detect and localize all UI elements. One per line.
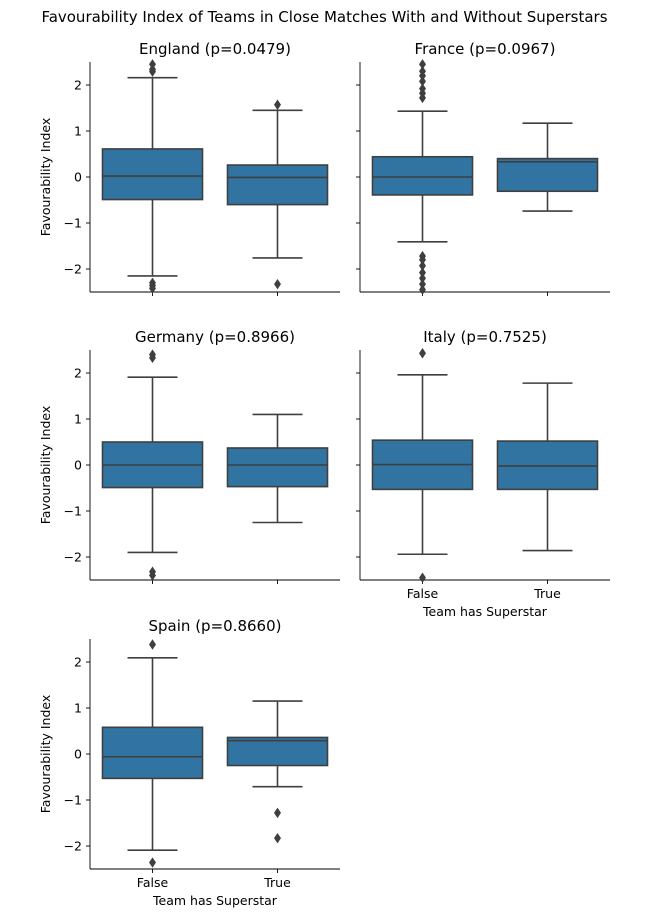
outlier-point <box>419 284 426 295</box>
panel-title: England (p=0.0479) <box>139 40 291 58</box>
box-false <box>101 349 204 581</box>
box-false <box>101 59 204 294</box>
box-true <box>226 413 329 524</box>
y-tick-label: 0 <box>74 747 82 762</box>
box-true <box>226 99 329 290</box>
y-tick-label: 2 <box>74 78 82 93</box>
box-true <box>226 700 329 844</box>
x-tick-label: True <box>263 875 291 890</box>
panel-france: France (p=0.0967) <box>356 40 610 296</box>
y-tick-label: 2 <box>74 366 82 381</box>
y-tick-label: 1 <box>74 124 82 139</box>
outlier-point <box>149 857 156 868</box>
y-tick-label: −1 <box>64 504 82 519</box>
box-false <box>371 347 474 583</box>
outlier-point <box>274 807 281 819</box>
x-axis-label: Team has Superstar <box>422 604 548 619</box>
box-iqr <box>226 736 329 767</box>
outlier-point <box>149 352 156 364</box>
y-axis-label: Favourability Index <box>38 695 53 814</box>
outlier-point <box>419 572 426 583</box>
outlier-point <box>149 66 156 77</box>
panel-title: Germany (p=0.8966) <box>135 328 295 346</box>
panel-spain: Spain (p=0.8660) −2 −1 0 1 2 Favourability Ind… <box>38 617 340 908</box>
outlier-point <box>274 99 281 111</box>
panel-italy: Italy (p=0.7525) False True Team has Supers… <box>356 328 610 619</box>
box-iqr <box>226 164 329 206</box>
y-tick-label: 2 <box>74 655 82 670</box>
box-iqr <box>371 155 474 196</box>
y-axis-label: Favourability Index <box>38 118 53 237</box>
panel-title: France (p=0.0967) <box>415 40 556 58</box>
x-axis-label: Team has Superstar <box>152 893 278 908</box>
box-iqr <box>101 726 204 780</box>
outlier-point <box>274 278 281 290</box>
chart-title: Favourability Index of Teams in Close Ma… <box>41 8 607 26</box>
y-tick-label: −1 <box>64 793 82 808</box>
y-axis-label: Favourability Index <box>38 406 53 525</box>
panels: England (p=0.0479) −2 −1 0 1 2 Favourability I… <box>38 40 610 908</box>
box-iqr <box>226 447 329 488</box>
y-tick-label: −2 <box>64 550 82 565</box>
box-false <box>101 639 204 868</box>
y-tick-label: −1 <box>64 216 82 231</box>
x-tick-label: False <box>137 875 169 890</box>
panel-england: England (p=0.0479) −2 −1 0 1 2 Favourability I… <box>38 40 340 296</box>
y-tick-label: 0 <box>74 458 82 473</box>
outlier-point <box>149 570 156 581</box>
box-iqr <box>496 157 599 193</box>
x-tick-label: True <box>533 586 561 601</box>
box-true <box>496 382 599 552</box>
panel-germany: Germany (p=0.8966) −2 −1 0 1 2 Favourability I… <box>38 328 340 584</box>
outlier-point <box>274 832 281 844</box>
box-iqr <box>101 148 204 201</box>
panel-title: Spain (p=0.8660) <box>149 617 282 635</box>
y-tick-label: 0 <box>74 170 82 185</box>
y-tick-label: 1 <box>74 412 82 427</box>
outlier-point <box>419 347 426 359</box>
panel-title: Italy (p=0.7525) <box>423 328 547 346</box>
y-tick-label: −2 <box>64 262 82 277</box>
outlier-point <box>419 92 426 104</box>
box-true <box>496 122 599 212</box>
y-tick-label: −2 <box>64 839 82 854</box>
outlier-point <box>149 639 156 650</box>
y-tick-label: 1 <box>74 701 82 716</box>
x-tick-label: False <box>407 586 439 601</box>
box-false <box>371 59 474 295</box>
outlier-point <box>149 283 156 294</box>
